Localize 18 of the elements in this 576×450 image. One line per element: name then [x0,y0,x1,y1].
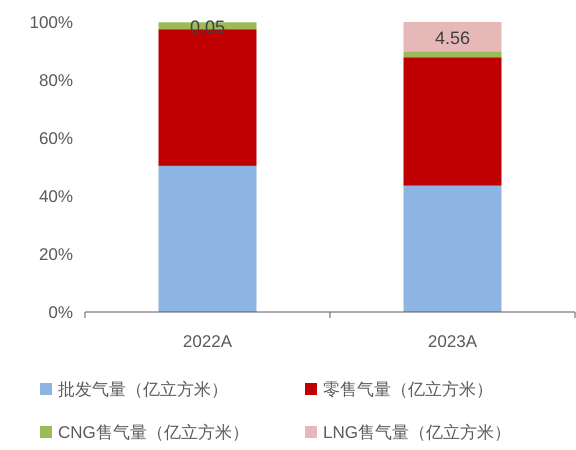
legend-label: 零售气量（亿立方米） [323,380,493,399]
x-tick-label: 2023A [428,332,478,351]
bar [404,57,502,186]
annotation: 4.56 [434,28,470,48]
legend-label: CNG售气量（亿立方米） [58,423,249,442]
y-tick-label: 100% [30,13,73,32]
bar [404,52,502,58]
y-tick-label: 80% [38,71,73,90]
bar [158,166,256,312]
bar [404,186,502,312]
legend-label: LNG售气量（亿立方米） [323,423,511,442]
y-tick-label: 20% [38,245,73,264]
legend-label: 批发气量（亿立方米） [58,380,228,399]
y-tick-label: 40% [38,187,73,206]
y-tick-label: 0% [48,303,73,322]
bar [404,22,502,52]
x-tick-label: 2022A [182,332,233,351]
y-tick-label: 60% [38,129,73,148]
